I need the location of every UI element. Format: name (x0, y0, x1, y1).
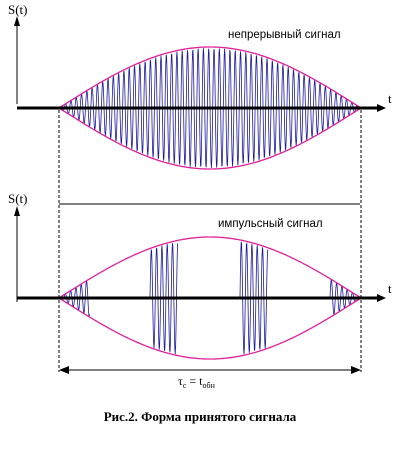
pulse-burst-4 (329, 278, 357, 315)
pulse-burst-2 (149, 243, 178, 355)
top-y-axis-arrow (14, 16, 20, 26)
pulse-signal (58, 236, 362, 360)
bottom-y-axis-label: S(t) (8, 191, 28, 206)
duration-dimension: τc = tобн (59, 366, 361, 390)
top-x-axis-label: t (388, 91, 392, 106)
pulse-signal-label: импульсный сигнал (218, 218, 323, 230)
pulse-burst-3 (239, 241, 269, 355)
duration-arrow-left (59, 366, 69, 374)
pulse-envelope (58, 236, 362, 360)
bottom-plot: S(t) t импульсный сигнал (8, 191, 392, 360)
top-plot: S(t) t непрерывный сигнал (8, 2, 392, 170)
continuous-signal-label: непрерывный сигнал (228, 29, 341, 41)
continuous-envelope (58, 46, 362, 170)
duration-label: τc = tобн (178, 374, 216, 390)
duration-arrow-right (351, 366, 361, 374)
top-y-axis-label: S(t) (8, 2, 28, 17)
figure-caption: Рис.2. Форма принятого сигнала (104, 409, 297, 424)
bottom-x-axis-arrow (377, 294, 386, 302)
top-x-axis-arrow (377, 104, 386, 112)
bottom-y-axis-arrow (14, 206, 20, 216)
bottom-x-axis-label: t (388, 281, 392, 296)
